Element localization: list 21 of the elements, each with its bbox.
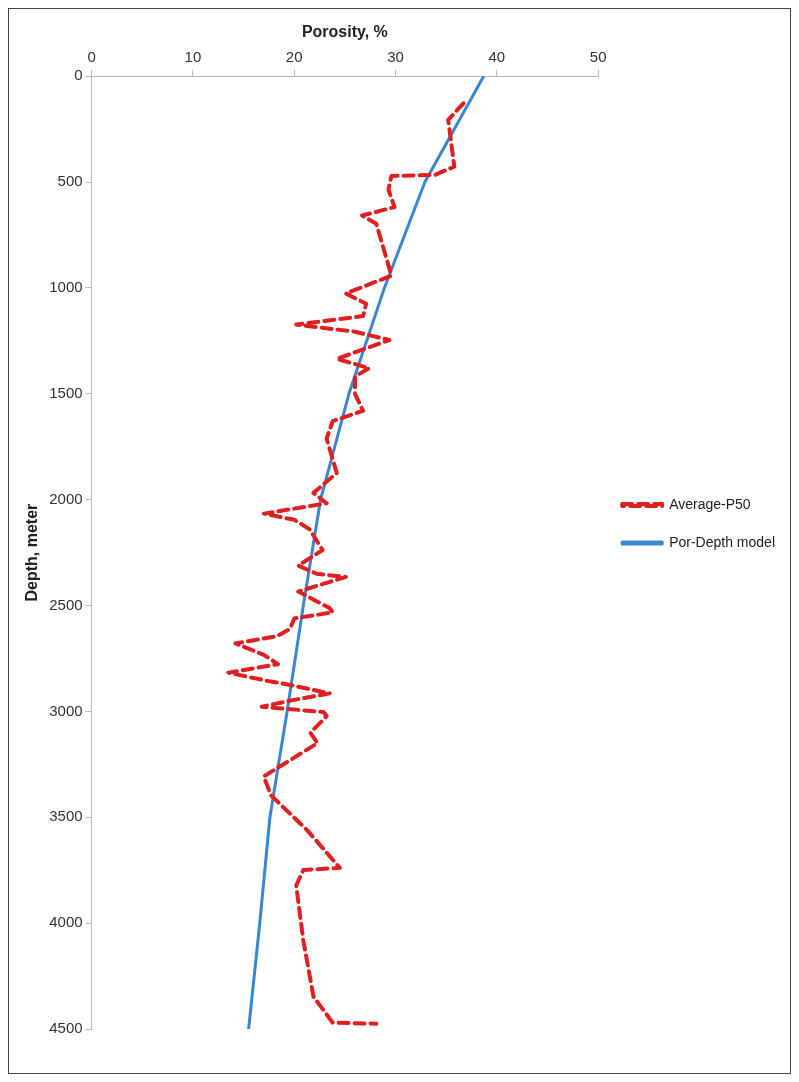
y-tick-label: 2000 (49, 489, 83, 507)
y-tick-label: 2500 (49, 595, 83, 613)
legend-label: Average-P50 (669, 495, 751, 512)
x-tick-label: 50 (589, 48, 607, 66)
y-tick-label: 4500 (49, 1019, 83, 1037)
x-tick-label: 30 (387, 48, 404, 66)
y-axis-title: Depth, meter (23, 503, 41, 602)
y-tick-label: 3000 (49, 701, 83, 719)
legend-label: Por-Depth model (669, 533, 775, 550)
y-tick-label: 4000 (49, 913, 83, 931)
x-tick-label: 20 (285, 48, 303, 66)
y-tick-label: 1000 (49, 278, 83, 296)
line-series (226, 101, 466, 1026)
x-tick-label: 0 (87, 48, 96, 66)
y-tick-label: 3500 (49, 807, 83, 825)
y-tick-label: 0 (74, 66, 83, 84)
y-tick-label: 500 (57, 172, 83, 190)
x-tick-label: 40 (488, 48, 506, 66)
x-axis-title: Porosity, % (301, 23, 388, 41)
x-tick-label: 10 (184, 48, 202, 66)
y-tick-label: 1500 (49, 383, 83, 401)
